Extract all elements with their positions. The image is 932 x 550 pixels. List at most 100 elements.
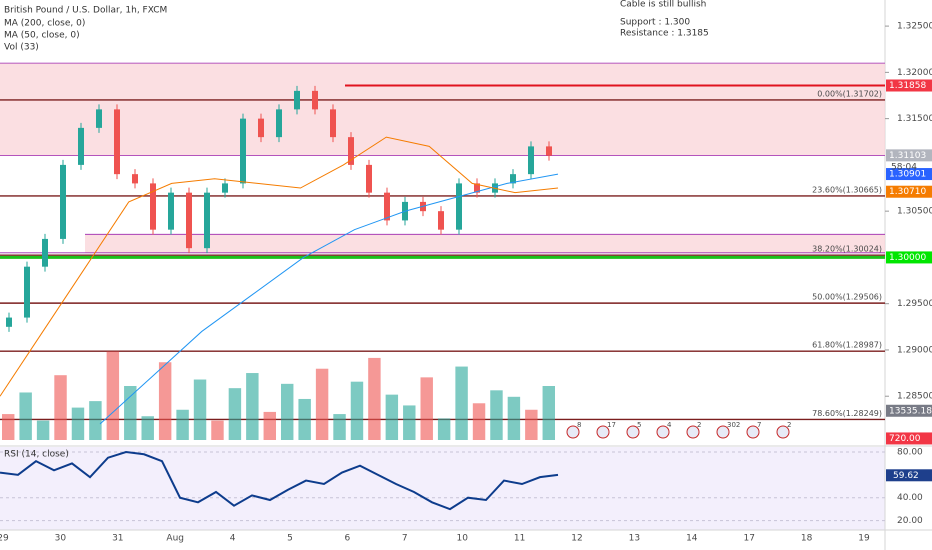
event-count: 302 — [727, 421, 740, 429]
time-label: 11 — [514, 534, 525, 544]
volume-bar — [193, 379, 207, 440]
symbol-title: British Pound / U.S. Dollar, 1h, FXCM — [4, 6, 167, 16]
candle-body — [204, 192, 210, 249]
volume-bar — [437, 418, 451, 440]
candle-body — [60, 164, 66, 239]
event-icon — [596, 425, 610, 439]
price-tag-label: 1.31858 — [889, 81, 926, 91]
event-count: 2 — [787, 421, 791, 429]
candle-body — [276, 109, 282, 138]
rsi-label: RSI (14, close) — [4, 450, 69, 460]
price-tag — [886, 79, 932, 92]
ma200-line — [99, 173, 559, 425]
event-icon — [626, 425, 640, 439]
candle-body — [258, 118, 264, 138]
time-label: 6 — [345, 534, 351, 544]
indicator-label: MA (200, close, 0) — [4, 19, 85, 29]
event-count: 8 — [577, 421, 581, 429]
volume-bar — [176, 409, 189, 440]
volume-bar — [298, 398, 311, 440]
volume-bar — [36, 420, 50, 440]
note: Cable is still bullish — [620, 0, 706, 10]
volume-bar — [472, 403, 486, 440]
event-icon — [686, 425, 700, 439]
candle-body — [294, 90, 300, 110]
ma50-line — [0, 136, 559, 397]
candle-body — [384, 192, 390, 221]
event-icon — [566, 425, 580, 439]
volume-bar — [368, 357, 381, 440]
zone — [0, 63, 885, 156]
volume-bar — [490, 390, 503, 440]
volume-bar — [315, 368, 329, 440]
fib-label: 23.60%(1.30665) — [812, 185, 882, 194]
indicator-label: MA (50, close, 0) — [4, 31, 80, 41]
time-label: 19 — [858, 534, 870, 544]
volume-bar — [420, 377, 433, 440]
price-tick-label: 1.32500 — [897, 22, 932, 32]
candle-body — [438, 211, 444, 230]
price-tag-label: 13535.18 — [889, 406, 932, 416]
price-tag — [886, 432, 932, 445]
price-tag — [886, 185, 932, 198]
time-label: 13 — [629, 534, 640, 544]
event-count: 2 — [697, 421, 701, 429]
candle-body — [24, 266, 30, 318]
candle-body — [186, 192, 192, 249]
price-tag-label: 1.30901 — [889, 170, 926, 180]
volume-bar — [158, 362, 172, 440]
candle-body — [42, 238, 48, 267]
candle-body — [132, 174, 138, 184]
volume-bar — [385, 394, 399, 440]
price-tag — [886, 168, 932, 181]
candle-body — [330, 109, 336, 138]
candle-body — [546, 146, 552, 156]
candle-body — [240, 118, 246, 184]
volume-bar — [542, 386, 555, 440]
rsi-tick-label: 80.00 — [897, 448, 923, 458]
volume-bar — [89, 401, 102, 440]
event-count: 4 — [667, 421, 672, 429]
event-count: 5 — [637, 421, 641, 429]
note: Support : 1.300 — [620, 18, 690, 28]
candle-body — [474, 183, 480, 193]
price-tick-label: 1.30500 — [897, 207, 932, 217]
time-label: 30 — [55, 534, 67, 544]
volume-bar — [455, 366, 468, 440]
candle-body — [96, 109, 102, 128]
candle-body — [510, 174, 516, 184]
candle-body — [366, 164, 372, 193]
fib-label: 0.00%(1.31702) — [817, 89, 882, 98]
volume-bar — [19, 392, 32, 440]
fib-label: 50.00%(1.29506) — [812, 293, 882, 302]
volume-bar — [211, 420, 224, 440]
candle-body — [456, 183, 462, 230]
volume-bar — [525, 409, 538, 440]
note: Resistance : 1.3185 — [620, 29, 709, 39]
time-label: 14 — [686, 534, 698, 544]
rsi-line — [0, 450, 559, 511]
time-label: 7 — [402, 534, 408, 544]
price-tag — [886, 404, 932, 417]
volume-bar — [281, 383, 294, 440]
price-tag-label: 1.30000 — [889, 253, 926, 263]
volume-bar — [228, 388, 242, 440]
indicator-label: Vol (33) — [4, 43, 39, 53]
volume-bar — [263, 411, 276, 440]
event-count: 17 — [607, 421, 616, 429]
volume-bar — [54, 375, 67, 440]
candle-body — [312, 90, 318, 110]
candle-body — [528, 146, 534, 175]
fib-label: 61.80%(1.28987) — [812, 341, 882, 350]
event-icon — [716, 425, 730, 439]
price-tag-label: 1.31103 — [889, 151, 926, 161]
price-tick-label: 1.31500 — [897, 114, 932, 124]
volume-bar — [106, 351, 120, 440]
time-label: 12 — [571, 534, 582, 544]
price-tick-label: 1.28500 — [897, 392, 932, 402]
time-label: 31 — [112, 534, 123, 544]
countdown: 58:04 — [891, 163, 917, 173]
rsi-tag — [886, 469, 932, 482]
event-icon — [746, 425, 760, 439]
